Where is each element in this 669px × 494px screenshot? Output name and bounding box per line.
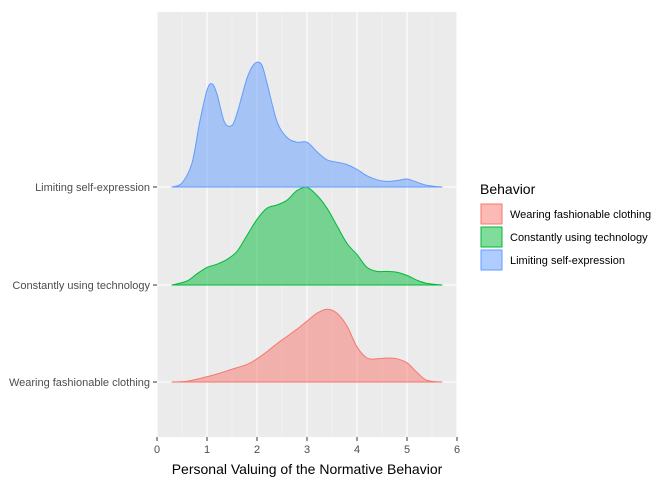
x-tick-label: 3 xyxy=(304,444,310,456)
legend-key xyxy=(480,249,503,271)
y-tick-label: Limiting self-expression xyxy=(35,182,150,194)
x-tick-label: 6 xyxy=(454,444,460,456)
x-tick-label: 2 xyxy=(254,444,260,456)
legend-key xyxy=(480,203,503,225)
density-ridge xyxy=(171,308,443,383)
density-ridge xyxy=(171,61,443,188)
y-axis: Wearing fashionable clothing Constantly u… xyxy=(9,182,157,389)
x-tick-label: 1 xyxy=(204,444,210,456)
x-tick-label: 4 xyxy=(354,444,360,456)
legend-label: Constantly using technology xyxy=(510,232,648,244)
x-axis: 0 1 2 3 4 5 6 xyxy=(154,437,460,456)
legend-key xyxy=(480,226,503,248)
y-tick-label: Constantly using technology xyxy=(12,280,150,292)
x-tick-label: 0 xyxy=(154,444,160,456)
legend-label: Wearing fashionable clothing xyxy=(510,209,651,221)
y-tick-label: Wearing fashionable clothing xyxy=(9,377,150,389)
legend-label: Limiting self-expression xyxy=(510,255,625,267)
density-ridges xyxy=(171,61,443,383)
legend: Behavior Wearing fashionable clothing Con… xyxy=(480,181,651,271)
x-tick-label: 5 xyxy=(404,444,410,456)
x-axis-title: Personal Valuing of the Normative Behavi… xyxy=(172,461,443,477)
legend-title: Behavior xyxy=(480,181,536,197)
